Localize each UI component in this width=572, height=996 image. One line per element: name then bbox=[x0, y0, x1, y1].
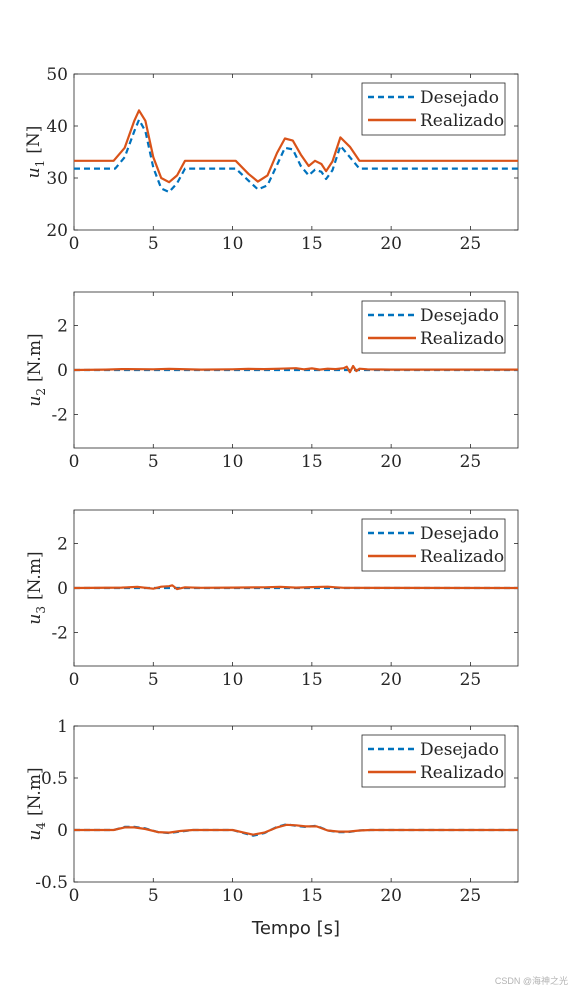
x-tick-label: 10 bbox=[222, 452, 244, 472]
y-tick-label: 0 bbox=[57, 579, 68, 599]
x-tick-label: 25 bbox=[460, 452, 482, 472]
y-axis-label: u2 [N.m] bbox=[25, 333, 48, 406]
x-tick-label: 5 bbox=[148, 452, 159, 472]
y-tick-label: 30 bbox=[46, 169, 68, 189]
x-tick-label: 0 bbox=[69, 670, 80, 690]
legend-label: Realizado bbox=[420, 111, 504, 131]
series-line-realizado bbox=[74, 584, 518, 591]
legend-label: Desejado bbox=[420, 740, 499, 760]
series-group bbox=[74, 364, 518, 374]
y-tick-label: -2 bbox=[51, 406, 68, 426]
y-axis-label: u1 [N] bbox=[24, 126, 47, 179]
y-axis-label-unit: [N.m] bbox=[25, 551, 45, 600]
y-tick-label: 2 bbox=[57, 316, 68, 336]
legend-box bbox=[361, 734, 506, 788]
x-tick-label: 5 bbox=[148, 886, 159, 906]
y-tick-label: 0 bbox=[57, 821, 68, 841]
y-axis-label-var: u bbox=[25, 396, 45, 407]
legend-label: Realizado bbox=[420, 329, 504, 349]
x-tick-label: 25 bbox=[460, 886, 482, 906]
x-tick-label: 0 bbox=[69, 234, 80, 254]
series-line-desejado bbox=[74, 118, 518, 194]
legend-label: Realizado bbox=[420, 547, 504, 567]
y-axis-label: u4 [N.m] bbox=[25, 767, 48, 840]
y-axis-label-sub: 4 bbox=[34, 822, 48, 830]
series-group bbox=[74, 109, 518, 194]
y-tick-label: 1 bbox=[57, 717, 68, 737]
legend-box bbox=[361, 82, 506, 136]
y-tick-label: 40 bbox=[46, 117, 68, 137]
x-tick-label: 10 bbox=[222, 886, 244, 906]
legend-box bbox=[361, 518, 506, 572]
y-axis-label-var: u bbox=[25, 614, 45, 625]
y-axis-label-var: u bbox=[24, 167, 44, 178]
x-tick-label: 0 bbox=[69, 886, 80, 906]
x-tick-label: 20 bbox=[380, 452, 402, 472]
y-axis-label-unit: [N.m] bbox=[25, 767, 45, 816]
y-axis-label: u3 [N.m] bbox=[25, 551, 48, 624]
series-group bbox=[74, 823, 518, 837]
legend-label: Desejado bbox=[420, 524, 499, 544]
x-tick-label: 15 bbox=[301, 670, 323, 690]
x-tick-label: 15 bbox=[301, 886, 323, 906]
x-tick-label: 5 bbox=[148, 234, 159, 254]
x-tick-label: 25 bbox=[460, 670, 482, 690]
y-axis-label-sub: 1 bbox=[33, 160, 47, 168]
panel-3: 0 5 10 15 20 25 -2 0 2 u3 [N.m] Desejado Realizado bbox=[25, 509, 519, 690]
legend: Desejado Realizado bbox=[361, 82, 506, 136]
x-axis-label: Tempo [s] bbox=[251, 918, 340, 939]
legend: Desejado Realizado bbox=[361, 518, 506, 572]
y-axis-label-sub: 2 bbox=[34, 388, 48, 396]
legend: Desejado Realizado bbox=[361, 300, 506, 354]
series-line-realizado bbox=[74, 823, 518, 836]
y-tick-label: 50 bbox=[46, 65, 68, 85]
panel-4: 0 5 10 15 20 25-0.500.51u4[N.m]DesejadoRealiz… bbox=[25, 717, 519, 906]
y-axis-label-unit: [N] bbox=[24, 126, 44, 154]
legend-label: Desejado bbox=[420, 306, 499, 326]
legend: Desejado Realizado bbox=[361, 734, 506, 788]
y-axis-label-unit: [N.m] bbox=[25, 333, 45, 382]
legend-label: Realizado bbox=[420, 763, 504, 783]
y-tick-label: 0 bbox=[57, 361, 68, 381]
x-tick-label: 15 bbox=[301, 452, 323, 472]
y-axis-label-sub: 3 bbox=[34, 606, 48, 614]
x-tick-label: 20 bbox=[380, 670, 402, 690]
legend-label: Desejado bbox=[420, 88, 499, 108]
y-tick-label: -2 bbox=[51, 624, 68, 644]
series-line-realizado bbox=[74, 364, 518, 374]
series-group bbox=[74, 584, 518, 591]
y-tick-label: 2 bbox=[57, 534, 68, 554]
x-tick-label: 10 bbox=[222, 670, 244, 690]
x-tick-label: 20 bbox=[380, 234, 402, 254]
x-tick-label: 25 bbox=[460, 234, 482, 254]
watermark: CSDN @海神之光 bbox=[494, 976, 568, 986]
y-tick-label: 0.5 bbox=[41, 769, 68, 789]
series-line-realizado bbox=[74, 109, 518, 184]
x-tick-label: 10 bbox=[222, 234, 244, 254]
y-axis-label-var: u bbox=[25, 830, 45, 841]
panel-1: 0 5 10 15 20 25 20 30 40 50 u1 [N] Desejado Realizado bbox=[24, 65, 519, 254]
y-tick-label: 20 bbox=[46, 221, 68, 241]
x-tick-label: 15 bbox=[301, 234, 323, 254]
y-tick-label: -0.5 bbox=[35, 873, 68, 893]
legend-box bbox=[361, 300, 506, 354]
x-tick-label: 5 bbox=[148, 670, 159, 690]
x-tick-label: 0 bbox=[69, 452, 80, 472]
x-tick-label: 20 bbox=[380, 886, 402, 906]
